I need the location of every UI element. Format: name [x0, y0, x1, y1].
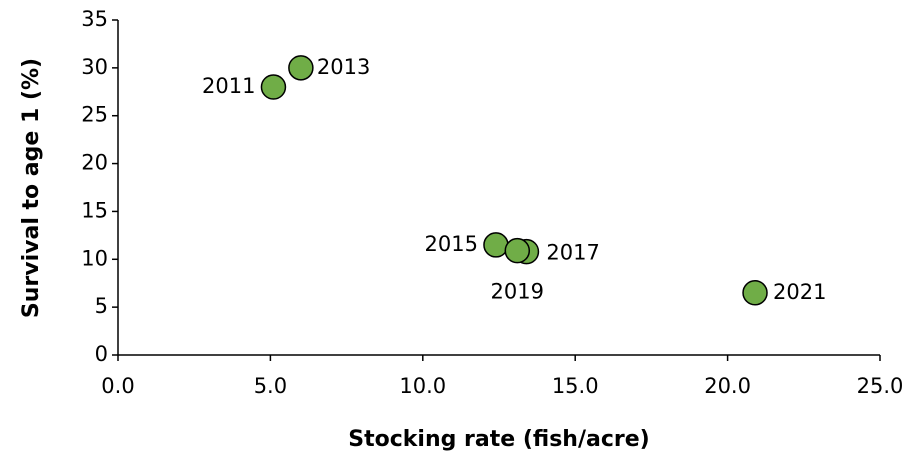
point-label: 2019: [491, 280, 544, 304]
y-tick-label: 25: [81, 103, 108, 127]
x-tick-label: 0.0: [101, 374, 134, 398]
y-tick-label: 30: [81, 55, 108, 79]
point: [483, 232, 509, 258]
x-tick-label: 10.0: [399, 374, 446, 398]
point: [504, 237, 531, 264]
y-tick-label: 0: [95, 342, 108, 366]
point: [260, 74, 287, 100]
point-label: 2011: [202, 74, 255, 98]
y-tick-label: 10: [81, 246, 108, 270]
y-tick-label: 20: [81, 151, 108, 175]
point: [742, 280, 768, 306]
x-tick-label: 15.0: [552, 374, 599, 398]
point-label: 2017: [546, 241, 599, 265]
y-axis-title: Survival to age 1 (%): [19, 58, 44, 318]
point-label: 2015: [424, 232, 477, 256]
x-axis-title: Stocking rate (fish/acre): [348, 427, 649, 452]
x-tick-label: 5.0: [254, 374, 287, 398]
point: [288, 55, 314, 81]
x-tick-label: 25.0: [857, 374, 904, 398]
y-tick-label: 5: [95, 294, 108, 318]
y-tick-label: 35: [81, 7, 108, 31]
point-label: 2021: [773, 280, 826, 304]
point-label: 2013: [317, 55, 370, 79]
y-tick-label: 15: [81, 198, 108, 222]
x-tick-label: 20.0: [704, 374, 751, 398]
